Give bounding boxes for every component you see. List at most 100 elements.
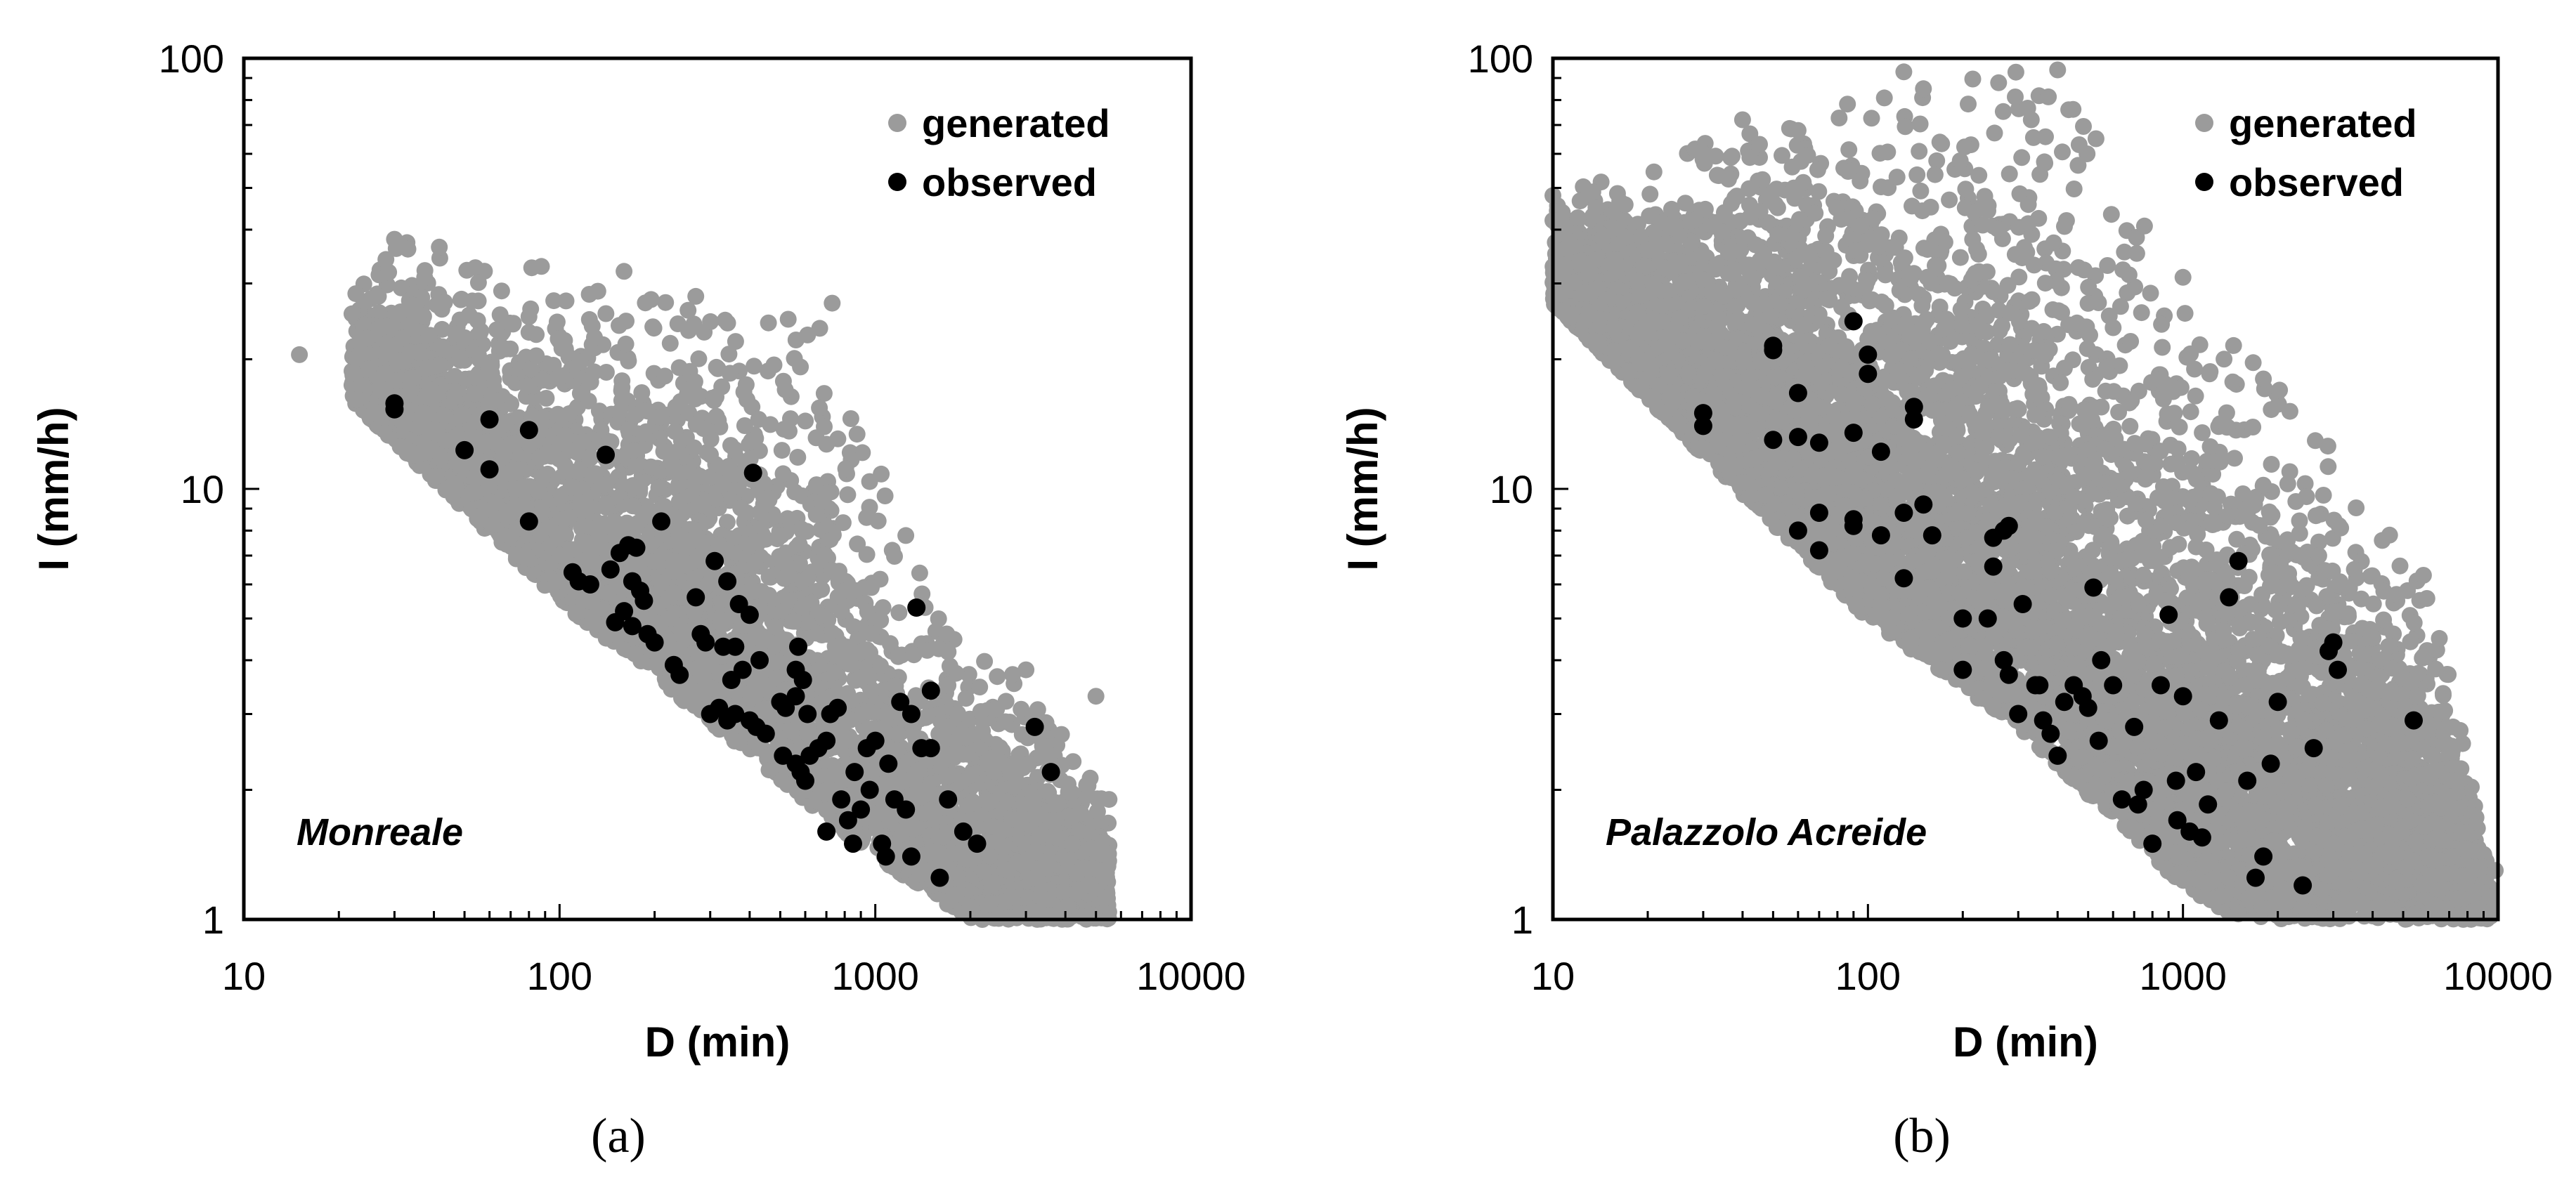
observed-point — [930, 868, 949, 887]
generated-point — [859, 703, 876, 720]
generated-point — [582, 449, 599, 466]
generated-point — [694, 497, 712, 514]
generated-point — [551, 546, 568, 564]
generated-point — [377, 365, 395, 382]
generated-point — [996, 713, 1014, 731]
observed-point — [828, 698, 847, 717]
generated-point — [717, 311, 734, 329]
generated-point — [625, 442, 643, 459]
generated-point — [416, 269, 434, 286]
observed-point — [902, 705, 921, 723]
generated-point — [587, 539, 604, 556]
generated-point — [686, 373, 703, 391]
generated-point — [528, 326, 545, 343]
generated-point — [897, 527, 915, 544]
observed-point — [817, 731, 836, 750]
generated-point — [710, 536, 727, 554]
observed-point — [921, 739, 940, 758]
generated-point — [751, 504, 769, 521]
generated-point — [580, 310, 598, 328]
generated-point — [557, 457, 574, 474]
generated-point — [781, 422, 798, 440]
observed-point — [907, 598, 926, 617]
observed-point — [696, 633, 715, 652]
generated-cloud-a — [291, 230, 1118, 928]
generated-point — [469, 274, 487, 292]
observed-point — [860, 780, 879, 799]
generated-point — [876, 487, 894, 504]
observed-point — [722, 671, 741, 689]
generated-point — [798, 523, 816, 540]
observed-point — [601, 560, 620, 579]
generated-point — [1091, 862, 1109, 879]
observed-point — [832, 790, 851, 809]
generated-point — [455, 406, 471, 424]
generated-point — [446, 367, 464, 385]
observed-point — [606, 613, 625, 631]
generated-point — [586, 329, 603, 346]
generated-point — [627, 457, 644, 474]
generated-point — [811, 320, 828, 337]
legend-observed-marker-a — [888, 173, 906, 191]
generated-point — [414, 404, 431, 421]
y-tick-label: 100 — [159, 37, 224, 81]
generated-point — [984, 818, 1002, 835]
observed-point — [954, 822, 972, 841]
legend-a: generated observed — [888, 101, 1110, 204]
generated-point — [776, 570, 793, 587]
generated-point — [482, 365, 500, 382]
generated-point — [451, 349, 469, 367]
generated-point — [976, 653, 994, 670]
observed-point — [750, 650, 769, 669]
generated-point — [644, 318, 662, 336]
generated-point — [1001, 761, 1018, 778]
generated-point — [488, 321, 505, 339]
generated-point — [887, 677, 904, 695]
generated-point — [939, 718, 957, 735]
generated-point — [779, 310, 797, 328]
observed-point — [670, 665, 689, 684]
generated-point — [404, 369, 422, 386]
generated-point — [512, 497, 530, 514]
generated-point — [1100, 845, 1117, 863]
generated-point — [478, 433, 495, 450]
observed-point — [852, 800, 871, 819]
generated-point — [446, 388, 463, 405]
generated-point — [554, 525, 571, 542]
generated-point — [661, 334, 679, 352]
generated-point — [774, 465, 792, 483]
generated-point — [878, 706, 896, 723]
observed-point — [743, 464, 762, 483]
generated-point — [939, 643, 957, 660]
x-tick-label: 10 — [222, 954, 266, 998]
generated-point — [667, 398, 684, 416]
observed-point — [519, 421, 538, 440]
generated-point — [1087, 688, 1105, 705]
generated-point — [861, 473, 878, 490]
generated-point — [1100, 791, 1118, 808]
generated-point — [688, 660, 705, 677]
generated-point — [690, 350, 708, 367]
generated-point — [746, 629, 764, 646]
generated-point — [890, 648, 907, 665]
generated-point — [793, 598, 811, 616]
observed-point — [939, 790, 958, 809]
generated-point — [427, 468, 445, 485]
observed-point — [740, 605, 759, 624]
generated-point — [890, 604, 908, 622]
generated-point — [848, 426, 866, 443]
generated-point — [784, 613, 802, 630]
generated-point — [746, 554, 764, 571]
generated-point — [715, 475, 732, 492]
generated-point — [708, 358, 725, 376]
y-axis-title-a: I (mm/h) — [30, 407, 77, 570]
observed-point — [798, 705, 817, 723]
generated-point — [837, 460, 854, 478]
generated-point — [905, 646, 923, 664]
generated-point — [959, 745, 977, 763]
generated-point — [464, 292, 481, 310]
generated-point — [1013, 700, 1030, 718]
generated-point — [670, 493, 688, 511]
generated-point — [653, 574, 670, 591]
generated-point — [538, 390, 555, 407]
